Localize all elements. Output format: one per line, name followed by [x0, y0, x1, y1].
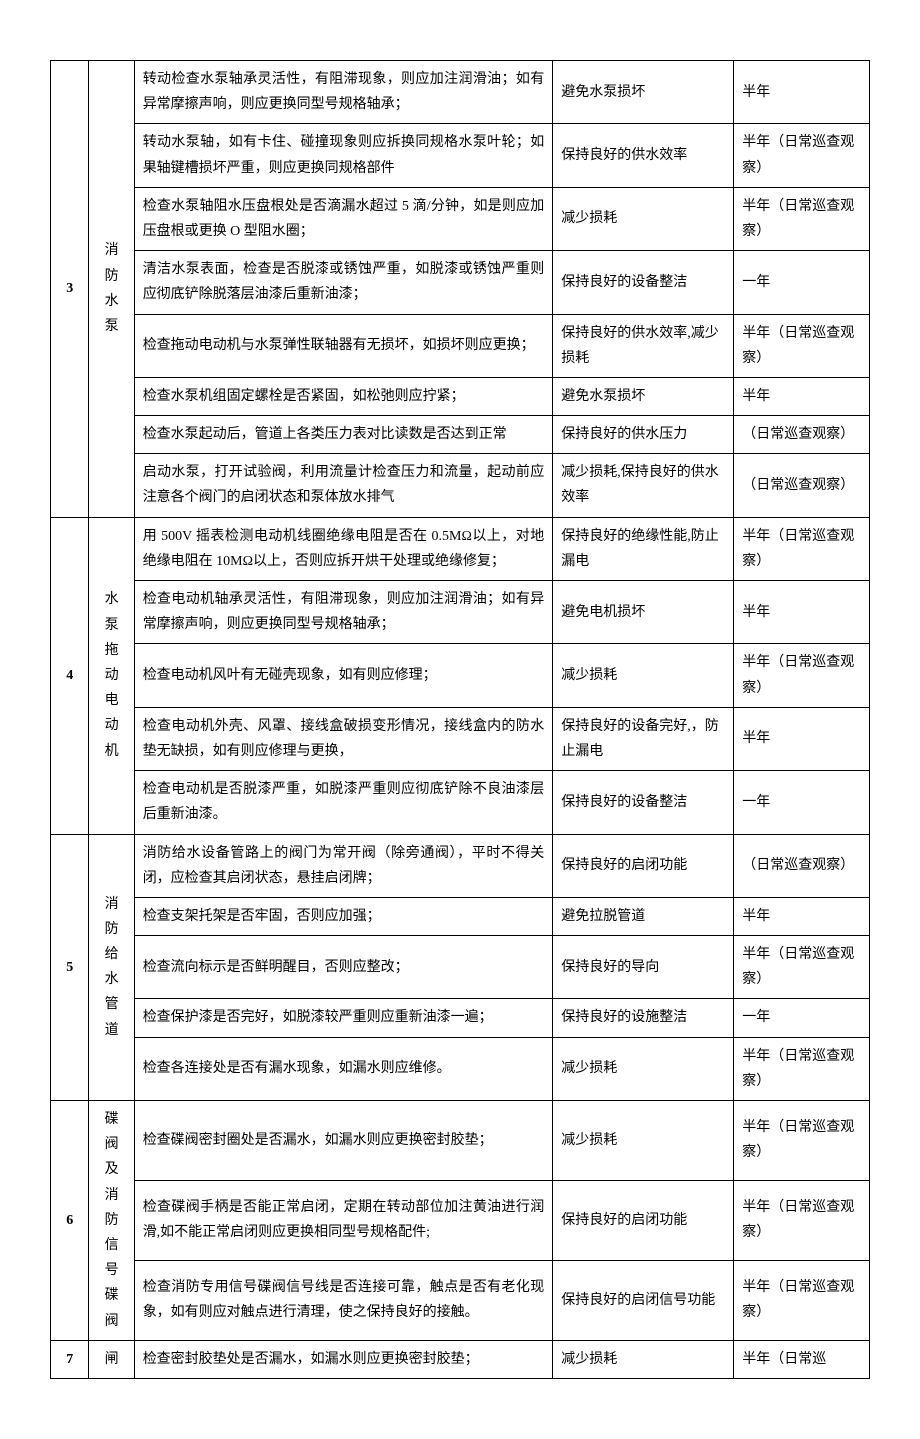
section-name: 闸	[89, 1340, 134, 1378]
task-goal: 避免拉脱管道	[553, 897, 734, 935]
section-name: 水泵拖动电动机	[89, 517, 134, 834]
table-row: 检查流向标示是否鲜明醒目，否则应整改；保持良好的导向半年（日常巡查观察）	[51, 936, 870, 999]
task-goal: 保持良好的启闭功能	[553, 834, 734, 897]
task-goal: 减少损耗	[553, 1101, 734, 1181]
section-index: 5	[51, 834, 89, 1101]
task-frequency: 半年（日常巡查观察）	[734, 517, 870, 580]
task-frequency: 半年	[734, 377, 870, 415]
section-index: 6	[51, 1101, 89, 1341]
table-row: 检查保护漆是否完好，如脱漆较严重则应重新油漆一遍；保持良好的设施整洁一年	[51, 999, 870, 1037]
task-frequency: 半年（日常巡	[734, 1340, 870, 1378]
section-name: 消防给水管道	[89, 834, 134, 1101]
task-description: 检查保护漆是否完好，如脱漆较严重则应重新油漆一遍；	[134, 999, 553, 1037]
section-index: 4	[51, 517, 89, 834]
task-description: 检查各连接处是否有漏水现象，如漏水则应维修。	[134, 1037, 553, 1100]
task-goal: 避免水泵损坏	[553, 61, 734, 124]
task-goal: 保持良好的设施整洁	[553, 999, 734, 1037]
task-description: 消防给水设备管路上的阀门为常开阀（除旁通阀），平时不得关闭，应检查其启闭状态，悬…	[134, 834, 553, 897]
table-row: 转动水泵轴，如有卡住、碰撞现象则应拆换同规格水泵叶轮；如果轴键槽损坏严重，则应更…	[51, 124, 870, 187]
task-frequency: 半年	[734, 707, 870, 770]
task-description: 转动检查水泵轴承灵活性，有阻滞现象，则应加注润滑油；如有异常摩擦声响，则应更换同…	[134, 61, 553, 124]
task-frequency: 半年（日常巡查观察）	[734, 1037, 870, 1100]
maintenance-table: 3消防水泵转动检查水泵轴承灵活性，有阻滞现象，则应加注润滑油；如有异常摩擦声响，…	[50, 60, 870, 1379]
task-goal: 保持良好的设备完好,，防止漏电	[553, 707, 734, 770]
task-frequency: （日常巡查观察）	[734, 834, 870, 897]
task-frequency: 半年	[734, 61, 870, 124]
task-goal: 保持良好的供水压力	[553, 416, 734, 454]
task-goal: 保持良好的设备整洁	[553, 251, 734, 314]
task-goal: 保持良好的供水效率,减少损耗	[553, 314, 734, 377]
task-description: 检查电动机轴承灵活性，有阻滞现象，则应加注润滑油；如有异常摩擦声响，则应更换同型…	[134, 581, 553, 644]
task-description: 检查碟阀手柄是否能正常启闭，定期在转动部位加注黄油进行润滑,如不能正常启闭则应更…	[134, 1180, 553, 1260]
table-row: 检查电动机轴承灵活性，有阻滞现象，则应加注润滑油；如有异常摩擦声响，则应更换同型…	[51, 581, 870, 644]
task-description: 检查水泵起动后，管道上各类压力表对比读数是否达到正常	[134, 416, 553, 454]
section-name: 碟阀及消防信号碟阀	[89, 1101, 134, 1341]
section-index: 7	[51, 1340, 89, 1378]
task-goal: 减少损耗,保持良好的供水效率	[553, 454, 734, 517]
table-row: 4水泵拖动电动机用 500V 摇表检测电动机线圈绝缘电阻是否在 0.5MΩ以上，…	[51, 517, 870, 580]
section-name: 消防水泵	[89, 61, 134, 518]
task-description: 检查水泵轴阻水压盘根处是否滴漏水超过 5 滴/分钟，如是则应加压盘根或更换 O …	[134, 187, 553, 250]
task-frequency: 半年（日常巡查观察）	[734, 187, 870, 250]
task-goal: 保持良好的启闭信号功能	[553, 1260, 734, 1340]
table-row: 3消防水泵转动检查水泵轴承灵活性，有阻滞现象，则应加注润滑油；如有异常摩擦声响，…	[51, 61, 870, 124]
task-description: 检查密封胶垫处是否漏水，如漏水则应更换密封胶垫；	[134, 1340, 553, 1378]
task-frequency: 一年	[734, 771, 870, 834]
task-frequency: 半年（日常巡查观察）	[734, 1260, 870, 1340]
task-goal: 减少损耗	[553, 1340, 734, 1378]
task-description: 检查支架托架是否牢固，否则应加强；	[134, 897, 553, 935]
task-description: 检查消防专用信号碟阀信号线是否连接可靠，触点是否有老化现象，如有则应对触点进行清…	[134, 1260, 553, 1340]
task-description: 检查水泵机组固定螺栓是否紧固，如松弛则应拧紧；	[134, 377, 553, 415]
task-description: 启动水泵，打开试验阀，利用流量计检查压力和流量，起动前应注意各个阀门的启闭状态和…	[134, 454, 553, 517]
table-row: 清洁水泵表面，检查是否脱漆或锈蚀严重，如脱漆或锈蚀严重则应彻底铲除脱落层油漆后重…	[51, 251, 870, 314]
task-description: 检查拖动电动机与水泵弹性联轴器有无损坏，如损坏则应更换；	[134, 314, 553, 377]
task-goal: 保持良好的设备整洁	[553, 771, 734, 834]
task-description: 用 500V 摇表检测电动机线圈绝缘电阻是否在 0.5MΩ以上，对地绝缘电阻在 …	[134, 517, 553, 580]
task-frequency: 半年（日常巡查观察）	[734, 936, 870, 999]
table-row: 检查水泵机组固定螺栓是否紧固，如松弛则应拧紧；避免水泵损坏半年	[51, 377, 870, 415]
task-description: 检查电动机风叶有无碰壳现象，如有则应修理；	[134, 644, 553, 707]
table-row: 7闸检查密封胶垫处是否漏水，如漏水则应更换密封胶垫；减少损耗半年（日常巡	[51, 1340, 870, 1378]
task-frequency: 一年	[734, 999, 870, 1037]
task-goal: 保持良好的启闭功能	[553, 1180, 734, 1260]
task-description: 检查电动机外壳、风罩、接线盒破损变形情况，接线盒内的防水垫无缺损，如有则应修理与…	[134, 707, 553, 770]
task-description: 转动水泵轴，如有卡住、碰撞现象则应拆换同规格水泵叶轮；如果轴键槽损坏严重，则应更…	[134, 124, 553, 187]
table-row: 检查各连接处是否有漏水现象，如漏水则应维修。减少损耗半年（日常巡查观察）	[51, 1037, 870, 1100]
task-description: 检查流向标示是否鲜明醒目，否则应整改；	[134, 936, 553, 999]
table-row: 检查电动机风叶有无碰壳现象，如有则应修理；减少损耗半年（日常巡查观察）	[51, 644, 870, 707]
task-goal: 保持良好的绝缘性能,防止漏电	[553, 517, 734, 580]
table-row: 检查消防专用信号碟阀信号线是否连接可靠，触点是否有老化现象，如有则应对触点进行清…	[51, 1260, 870, 1340]
task-goal: 减少损耗	[553, 644, 734, 707]
task-description: 检查碟阀密封圈处是否漏水，如漏水则应更换密封胶垫；	[134, 1101, 553, 1181]
table-row: 检查水泵起动后，管道上各类压力表对比读数是否达到正常保持良好的供水压力（日常巡查…	[51, 416, 870, 454]
task-frequency: 半年（日常巡查观察）	[734, 644, 870, 707]
task-description: 清洁水泵表面，检查是否脱漆或锈蚀严重，如脱漆或锈蚀严重则应彻底铲除脱落层油漆后重…	[134, 251, 553, 314]
table-row: 检查水泵轴阻水压盘根处是否滴漏水超过 5 滴/分钟，如是则应加压盘根或更换 O …	[51, 187, 870, 250]
task-description: 检查电动机是否脱漆严重，如脱漆严重则应彻底铲除不良油漆层后重新油漆。	[134, 771, 553, 834]
table-row: 启动水泵，打开试验阀，利用流量计检查压力和流量，起动前应注意各个阀门的启闭状态和…	[51, 454, 870, 517]
task-goal: 减少损耗	[553, 187, 734, 250]
task-frequency: 半年（日常巡查观察）	[734, 1101, 870, 1181]
task-frequency: （日常巡查观察）	[734, 454, 870, 517]
task-frequency: 半年	[734, 897, 870, 935]
task-frequency: 半年（日常巡查观察）	[734, 124, 870, 187]
table-row: 6碟阀及消防信号碟阀检查碟阀密封圈处是否漏水，如漏水则应更换密封胶垫；减少损耗半…	[51, 1101, 870, 1181]
task-goal: 保持良好的供水效率	[553, 124, 734, 187]
table-row: 检查支架托架是否牢固，否则应加强；避免拉脱管道半年	[51, 897, 870, 935]
task-goal: 避免电机损坏	[553, 581, 734, 644]
task-goal: 减少损耗	[553, 1037, 734, 1100]
table-row: 检查电动机外壳、风罩、接线盒破损变形情况，接线盒内的防水垫无缺损，如有则应修理与…	[51, 707, 870, 770]
task-frequency: （日常巡查观察）	[734, 416, 870, 454]
table-row: 检查电动机是否脱漆严重，如脱漆严重则应彻底铲除不良油漆层后重新油漆。保持良好的设…	[51, 771, 870, 834]
table-row: 检查碟阀手柄是否能正常启闭，定期在转动部位加注黄油进行润滑,如不能正常启闭则应更…	[51, 1180, 870, 1260]
section-index: 3	[51, 61, 89, 518]
table-row: 检查拖动电动机与水泵弹性联轴器有无损坏，如损坏则应更换；保持良好的供水效率,减少…	[51, 314, 870, 377]
task-frequency: 半年	[734, 581, 870, 644]
task-frequency: 半年（日常巡查观察）	[734, 314, 870, 377]
task-goal: 保持良好的导向	[553, 936, 734, 999]
task-frequency: 半年（日常巡查观察）	[734, 1180, 870, 1260]
task-goal: 避免水泵损坏	[553, 377, 734, 415]
task-frequency: 一年	[734, 251, 870, 314]
table-row: 5消防给水管道消防给水设备管路上的阀门为常开阀（除旁通阀），平时不得关闭，应检查…	[51, 834, 870, 897]
